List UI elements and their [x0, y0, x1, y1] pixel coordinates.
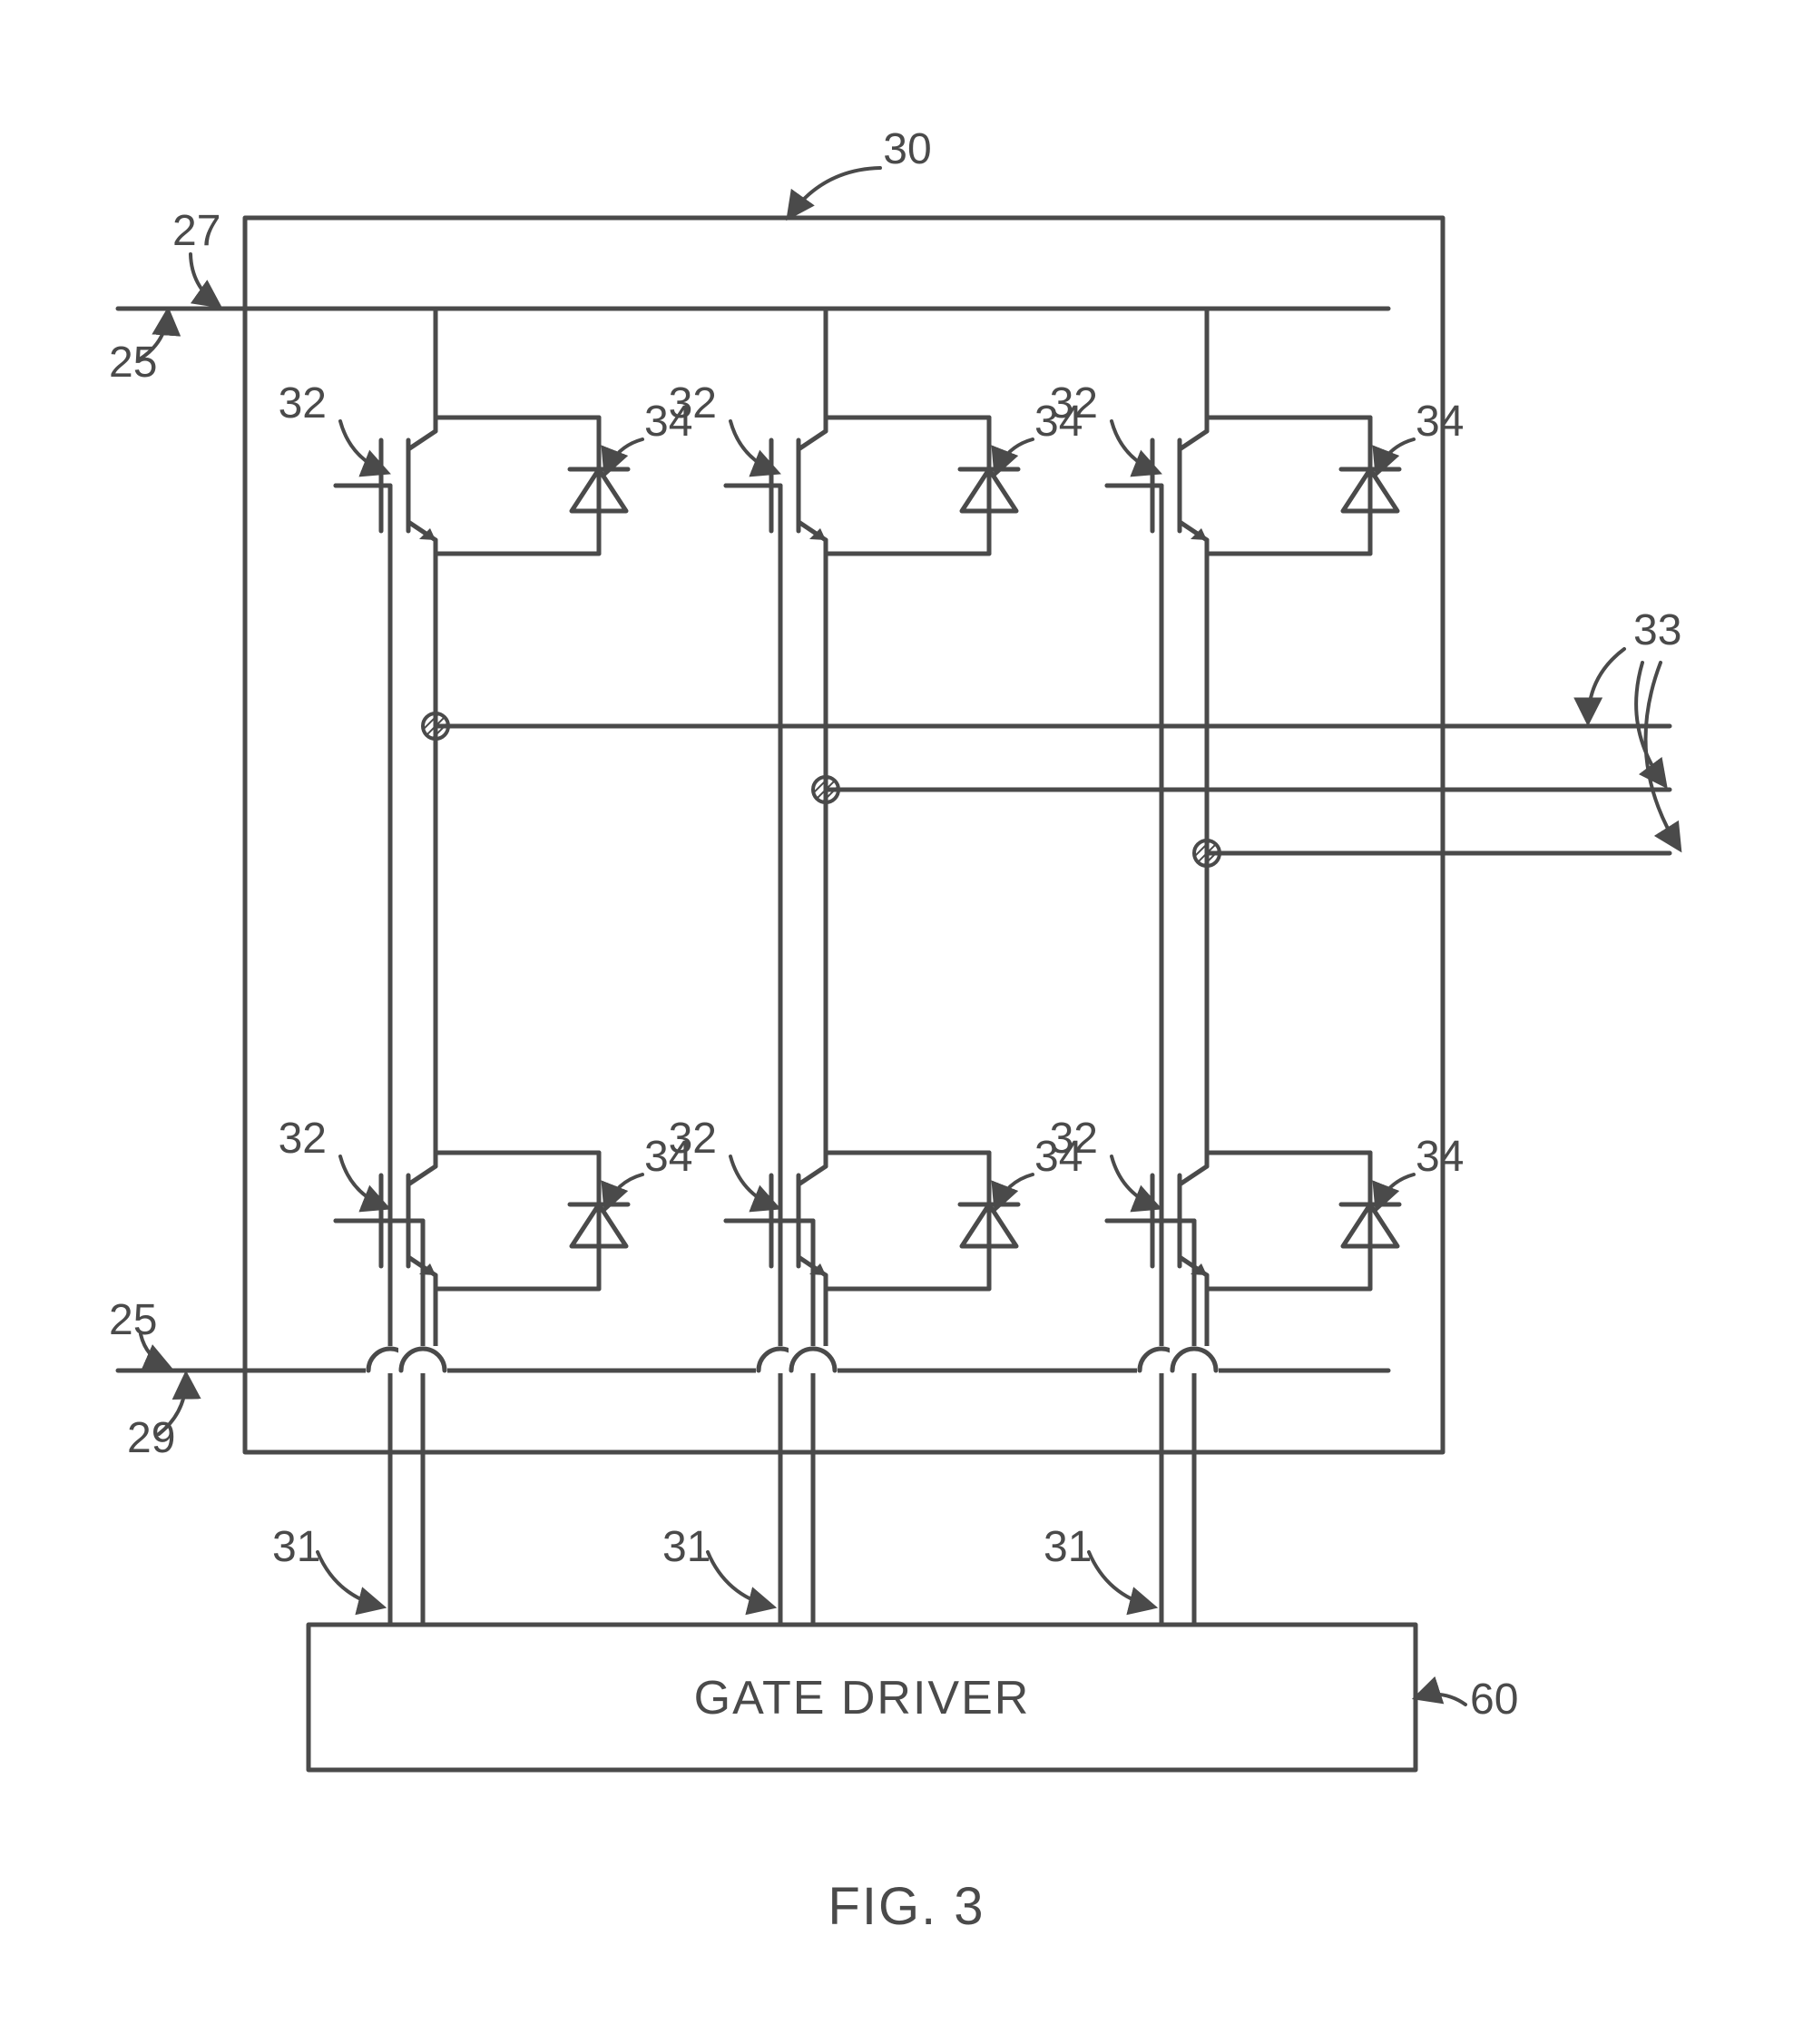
svg-text:31: 31 [662, 1523, 710, 1571]
svg-text:33: 33 [1633, 606, 1681, 654]
svg-text:25: 25 [109, 1296, 157, 1344]
svg-text:27: 27 [172, 207, 220, 255]
svg-text:32: 32 [279, 379, 327, 427]
svg-text:32: 32 [669, 379, 717, 427]
svg-text:32: 32 [1050, 379, 1098, 427]
circuit-diagram: 323432343234323432343234GATE DRIVER30272… [0, 0, 1813, 2044]
svg-text:34: 34 [1416, 398, 1464, 446]
svg-text:32: 32 [279, 1115, 327, 1163]
svg-text:25: 25 [109, 339, 157, 387]
svg-text:60: 60 [1470, 1675, 1518, 1724]
svg-text:GATE DRIVER: GATE DRIVER [694, 1672, 1031, 1725]
svg-text:32: 32 [669, 1115, 717, 1163]
svg-text:FIG. 3: FIG. 3 [828, 1877, 985, 1936]
svg-text:32: 32 [1050, 1115, 1098, 1163]
svg-text:31: 31 [1044, 1523, 1092, 1571]
svg-text:31: 31 [272, 1523, 320, 1571]
svg-text:34: 34 [1416, 1133, 1464, 1181]
svg-text:29: 29 [127, 1414, 175, 1462]
svg-text:30: 30 [883, 125, 931, 173]
